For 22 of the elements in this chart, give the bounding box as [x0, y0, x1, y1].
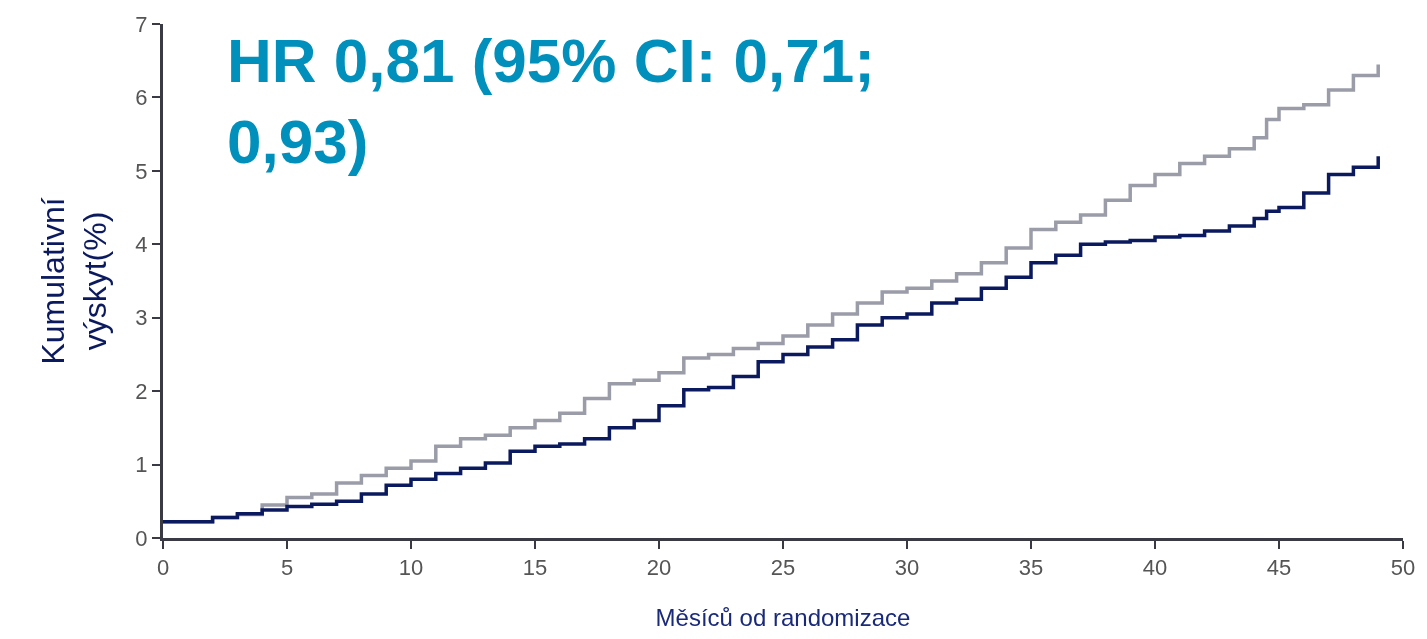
x-tick-label: 45: [1266, 555, 1292, 581]
x-tick-label: 10: [398, 555, 424, 581]
y-tick-label: 4: [135, 231, 148, 257]
x-axis-title: Měsíců od randomizace: [655, 603, 911, 631]
y-tick-label: 7: [135, 11, 148, 37]
annotation: HR 0,81 (95% CI: 0,71; 0,93): [227, 26, 875, 176]
x-tick-label: 25: [770, 555, 796, 581]
y-tick-label: 1: [135, 452, 148, 478]
x-tick-label: 30: [894, 555, 920, 581]
y-tick-label: 0: [135, 525, 148, 551]
x-tick-label: 20: [646, 555, 672, 581]
x-tick-label: 40: [1142, 555, 1168, 581]
y-tick-label: 6: [135, 85, 148, 111]
y-tick-label: 3: [135, 305, 148, 331]
x-tick-label: 50: [1390, 555, 1416, 581]
y-tick-label: 2: [135, 378, 148, 404]
y-tick-label: 5: [135, 158, 148, 184]
x-tick-label: 35: [1018, 555, 1044, 581]
x-tick-label: 15: [522, 555, 548, 581]
y-axis-title: Kumulativní výskyt(%): [35, 197, 113, 365]
x-tick-label: 0: [156, 555, 170, 581]
x-tick-label: 5: [280, 555, 294, 581]
